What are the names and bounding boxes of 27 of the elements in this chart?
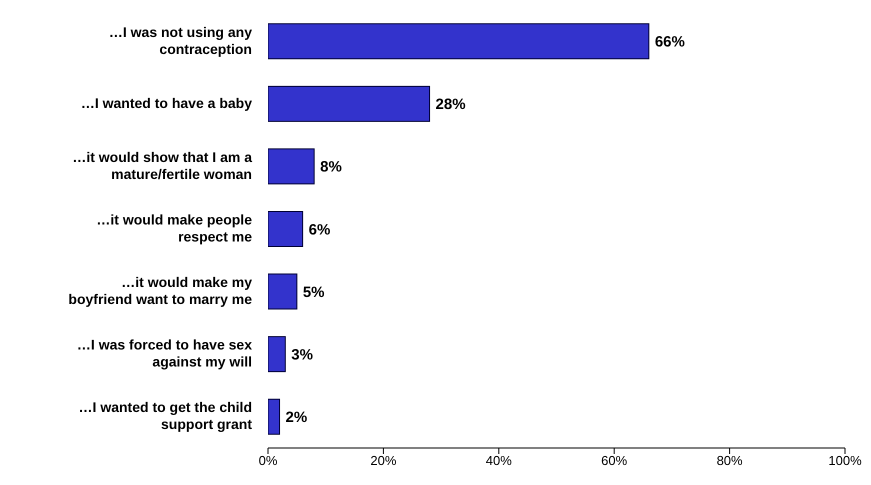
x-tick-label: 40% xyxy=(486,453,512,468)
bar xyxy=(268,398,280,435)
y-tick-label: …I was forced to have sex against my will xyxy=(76,336,252,370)
y-tick-label: …I wanted to get the child support grant xyxy=(78,398,252,432)
data-label: 6% xyxy=(308,221,330,238)
x-tick-label: 20% xyxy=(370,453,397,468)
bar xyxy=(268,274,298,310)
y-tick-label: …it would make people respect me xyxy=(96,211,252,244)
data-label: 8% xyxy=(320,158,342,176)
x-tick-label: 100% xyxy=(828,453,862,468)
data-label: 28% xyxy=(436,96,466,114)
data-label: 66% xyxy=(654,34,685,51)
bar xyxy=(268,336,286,372)
data-label: 2% xyxy=(286,409,308,426)
x-tick-label: 60% xyxy=(601,453,628,468)
y-tick-label: …I wanted to have a baby xyxy=(80,94,252,111)
bar xyxy=(268,86,430,122)
y-tick-label: …it would show that I am a mature/fertile woman xyxy=(72,148,252,182)
data-label: 3% xyxy=(291,346,313,364)
y-tick-label: …it would make my boyfriend want to marry me xyxy=(68,274,252,307)
bar xyxy=(268,210,304,247)
bar xyxy=(268,148,315,184)
y-tick-label: …I was not using any contraception xyxy=(108,23,252,56)
bar xyxy=(268,23,650,60)
data-label: 5% xyxy=(302,284,325,301)
x-tick-label: 0% xyxy=(258,453,278,468)
x-tick-label: 80% xyxy=(716,453,744,468)
